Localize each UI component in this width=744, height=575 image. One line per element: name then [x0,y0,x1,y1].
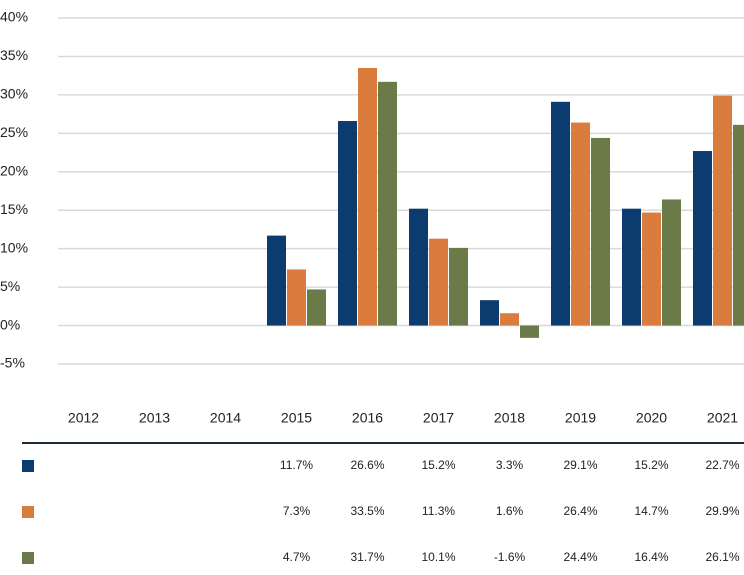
bar [409,208,428,326]
table-cell: 14.7% [634,504,668,518]
y-tick-label: 35% [0,47,28,63]
bar [480,300,499,326]
y-tick-label: 10% [0,239,28,255]
table-cell: 26.1% [705,550,739,564]
y-tick-label: 15% [0,201,28,217]
y-tick-label: 25% [0,124,28,140]
table-cell: 4.7% [283,550,311,564]
table-cell: 15.2% [421,458,455,472]
table-cell: 29.9% [705,504,739,518]
y-tick-label: 20% [0,162,28,178]
x-tick-label: 2017 [423,410,454,426]
x-tick-label: 2012 [68,410,99,426]
y-tick-label: 30% [0,86,28,102]
bar [551,101,570,326]
bar [662,199,681,326]
bar [267,235,286,326]
x-tick-label: 2016 [352,410,383,426]
bar [429,238,448,326]
table-cell: 11.7% [280,458,313,472]
x-tick-label: 2014 [210,410,241,426]
bar [571,122,590,326]
bar [449,247,468,326]
table-cell: 7.3% [283,504,311,518]
legend-swatch [22,552,34,564]
x-tick-label: 2013 [139,410,170,426]
bar [287,269,306,326]
bar [642,212,661,326]
legend-swatch [22,460,34,472]
table-cell: 31.7% [350,550,384,564]
bar [500,313,519,326]
bar [622,208,641,326]
bar [591,137,610,326]
y-tick-label: -5% [0,355,25,371]
table-cell: 26.4% [563,504,597,518]
x-tick-label: 2018 [494,410,525,426]
table-cell: 26.6% [350,458,384,472]
y-tick-label: 0% [0,316,20,332]
bar [307,289,326,326]
bar [338,121,357,326]
table-cell: 16.4% [634,550,668,564]
table-cell: 29.1% [563,458,597,472]
x-tick-label: 2015 [281,410,312,426]
table-cell: 15.2% [634,458,668,472]
bar [520,325,539,338]
table-cell: 11.3% [422,504,455,518]
x-tick-label: 2019 [565,410,596,426]
bar [733,124,744,326]
legend-swatch [22,506,34,518]
x-tick-label: 2020 [636,410,667,426]
table-cell: 1.6% [496,504,524,518]
y-tick-label: 5% [0,278,20,294]
y-tick-label: 40% [0,9,28,25]
table-cell: 33.5% [350,504,384,518]
table-cell: 22.7% [705,458,739,472]
bar [693,151,712,326]
table-cell: 10.1% [421,550,455,564]
table-cell: 24.4% [563,550,597,564]
table-cell: -1.6% [494,550,526,564]
x-tick-label: 2021 [707,410,738,426]
bar [378,81,397,326]
bar [358,67,377,326]
bar [713,95,732,326]
table-cell: 3.3% [496,458,524,472]
